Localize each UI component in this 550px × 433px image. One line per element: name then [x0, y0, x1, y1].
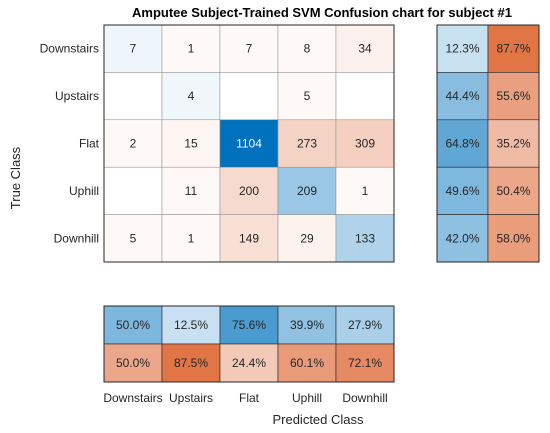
matrix-cell-value: 15	[184, 137, 198, 151]
matrix-cell-value: 2	[130, 137, 137, 151]
row-summary-cell	[436, 119, 489, 168]
row-summary-value: 35.2%	[496, 137, 530, 151]
row-label: Downstairs	[40, 42, 99, 56]
matrix-cell-value: 7	[130, 42, 137, 56]
row-summary-value: 49.6%	[445, 184, 479, 198]
column-summary-value: 24.4%	[232, 356, 266, 370]
column-summary-value: 72.1%	[348, 356, 382, 370]
matrix-cell	[161, 72, 221, 121]
column-summary-value: 27.9%	[348, 318, 382, 332]
chart-title: Amputee Subject-Trained SVM Confusion ch…	[132, 5, 512, 20]
column-summary: 50.0% 12.5% 75.6% 39.9% 27.9% 50.0% 87.5% 24.4%…	[103, 305, 395, 383]
matrix-cell	[103, 166, 163, 215]
matrix-cell-value: 5	[304, 89, 311, 103]
matrix-cell-value: 29	[300, 231, 314, 245]
column-summary-cell	[277, 343, 337, 383]
row-summary-value: 58.0%	[496, 231, 530, 245]
row-summary: 12.3% 87.7% 44.4% 55.6% 64.8% 35.2% 49.6% 50.4%…	[436, 24, 540, 263]
matrix-cell	[103, 72, 163, 121]
column-label: Upstairs	[169, 391, 213, 405]
matrix-cell	[219, 72, 279, 121]
matrix-cell-value: 5	[130, 231, 137, 245]
matrix-cell-value: 209	[297, 184, 317, 198]
row-summary-cell	[487, 119, 540, 168]
column-summary-cell	[277, 305, 337, 345]
column-summary-border	[103, 305, 395, 383]
matrix-cell-value: 1	[362, 184, 369, 198]
matrix-cell-value: 11	[185, 184, 198, 198]
row-summary-value: 87.7%	[496, 42, 530, 56]
matrix-border	[103, 24, 395, 263]
row-summary-value: 42.0%	[445, 231, 479, 245]
matrix-cell	[219, 166, 279, 215]
matrix-cell	[335, 119, 395, 168]
matrix-cell	[277, 166, 337, 215]
matrix-cell	[103, 24, 163, 73]
row-labels: Downstairs Upstairs Flat Uphill Downhill	[40, 42, 100, 246]
column-summary-cell	[161, 305, 221, 345]
matrix-cell	[335, 72, 395, 121]
row-summary-value: 64.8%	[445, 137, 479, 151]
matrix-cell-value: 273	[297, 137, 317, 151]
matrix-cell	[103, 214, 163, 263]
matrix-cell	[277, 24, 337, 73]
matrix-cell-value: 1104	[236, 137, 262, 151]
matrix-cell-value: 309	[355, 137, 375, 151]
column-label: Downhill	[342, 391, 387, 405]
column-summary-value: 12.5%	[174, 318, 208, 332]
matrix-cell	[219, 214, 279, 263]
column-summary-value: 87.5%	[174, 356, 208, 370]
matrix-cell	[335, 166, 395, 215]
matrix-cell-value: 1	[188, 231, 195, 245]
column-summary-value: 50.0%	[116, 318, 150, 332]
matrix-cell-value: 1	[188, 42, 195, 56]
matrix-cell	[277, 214, 337, 263]
row-summary-value: 12.3%	[445, 42, 479, 56]
matrix-cell-value: 200	[239, 184, 259, 198]
column-summary-value: 50.0%	[116, 356, 150, 370]
column-summary-cell	[161, 343, 221, 383]
matrix-cell	[219, 119, 279, 168]
matrix-cell	[161, 24, 221, 73]
row-summary-cell	[487, 24, 540, 73]
matrix-cell	[103, 119, 163, 168]
matrix-cell-value: 149	[239, 231, 259, 245]
y-axis-label: True Class	[8, 146, 23, 209]
matrix-cell	[335, 214, 395, 263]
column-summary-value: 39.9%	[290, 318, 324, 332]
column-label: Downstairs	[103, 391, 162, 405]
row-label: Uphill	[69, 184, 99, 198]
row-summary-value: 50.4%	[496, 184, 530, 198]
matrix-cell	[161, 214, 221, 263]
row-label: Downhill	[54, 231, 99, 245]
matrix-cell	[161, 166, 221, 215]
row-summary-cell	[487, 214, 540, 263]
row-label: Upstairs	[55, 89, 99, 103]
column-summary-value: 75.6%	[232, 318, 266, 332]
row-summary-border	[436, 24, 540, 263]
row-summary-value: 55.6%	[496, 89, 530, 103]
row-summary-cell	[487, 166, 540, 215]
matrix-cell-value: 8	[304, 42, 311, 56]
matrix-cell-value: 34	[358, 42, 372, 56]
row-summary-cell	[436, 24, 489, 73]
matrix-cell-value: 4	[188, 89, 195, 103]
column-summary-value: 60.1%	[290, 356, 324, 370]
matrix-cell-value: 133	[355, 231, 375, 245]
row-summary-cell	[436, 214, 489, 263]
matrix-cell	[335, 24, 395, 73]
row-label: Flat	[79, 137, 100, 151]
x-axis-label: Predicted Class	[272, 412, 364, 427]
column-label: Flat	[239, 391, 260, 405]
row-summary-value: 44.4%	[445, 89, 479, 103]
column-summary-cell	[103, 343, 163, 383]
matrix-cell-value: 7	[246, 42, 253, 56]
column-labels: Downstairs Upstairs Flat Uphill Downhill	[103, 391, 387, 405]
column-label: Uphill	[292, 391, 322, 405]
